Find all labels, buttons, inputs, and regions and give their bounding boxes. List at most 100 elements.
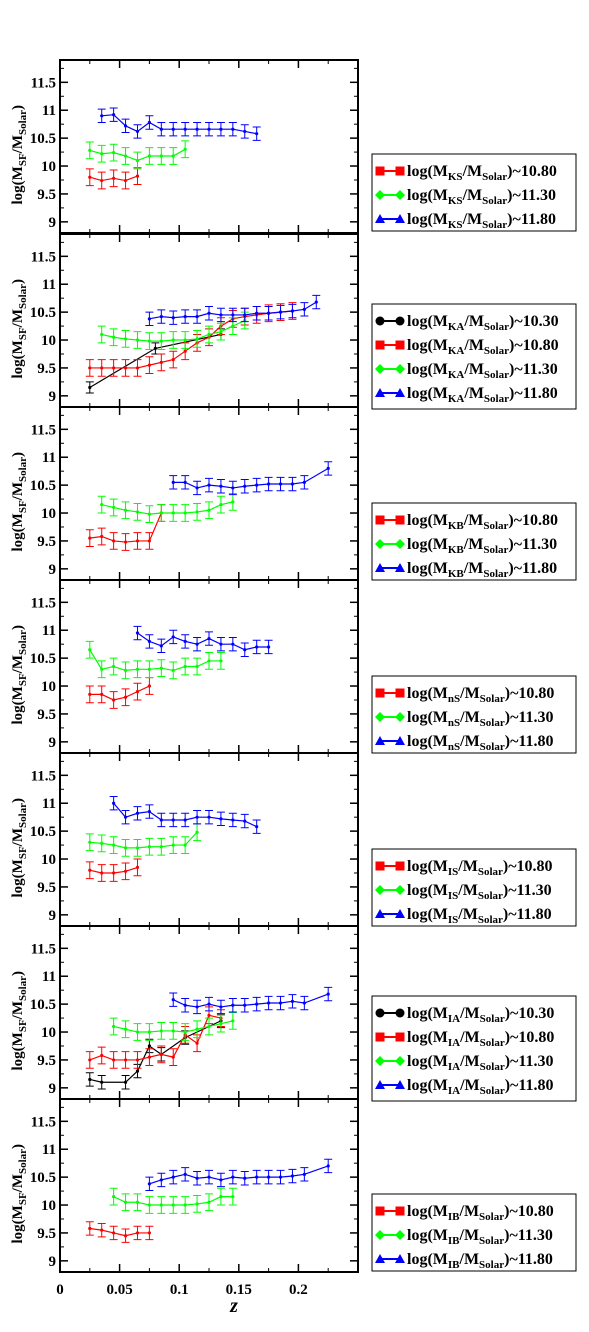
series-line [89, 310, 293, 369]
legend-marker [395, 316, 405, 326]
legend-marker [375, 861, 385, 871]
data-point [88, 692, 92, 697]
y-tick-label: 9.5 [37, 361, 56, 377]
y-tick-label: 10 [41, 506, 56, 522]
legend-marker [395, 1056, 405, 1066]
x-tick-label: 0.2 [289, 1282, 308, 1298]
data-point [278, 1001, 283, 1005]
data-point [302, 1001, 306, 1005]
data-point [135, 865, 140, 870]
y-tick-label: 11.5 [31, 768, 56, 784]
legend-entry: log(MKA/MSolar)~11.30 [407, 361, 558, 381]
y-axis-label: log(MSF/MSolar) [10, 105, 29, 205]
y-tick-label: 9 [49, 562, 57, 578]
data-point [100, 841, 104, 846]
data-point [123, 1058, 128, 1062]
series-10-80 [85, 1006, 225, 1069]
data-point [112, 843, 116, 847]
data-point [112, 113, 116, 117]
data-point [207, 311, 211, 315]
data-point [207, 1013, 211, 1017]
series-line [101, 501, 233, 515]
data-point [135, 811, 140, 815]
x-axis-label: z [229, 1295, 238, 1317]
legend-marker [395, 861, 405, 871]
y-tick-label: 11 [42, 1142, 56, 1158]
y-tick-label: 10 [41, 159, 56, 175]
data-point [314, 300, 318, 304]
legend-marker [395, 1206, 405, 1216]
data-point [267, 1175, 271, 1179]
data-point [147, 845, 151, 849]
series-11-30 [109, 1187, 237, 1214]
legend-entry: log(MIS/MSolar)~10.80 [407, 858, 553, 878]
data-point [195, 314, 199, 319]
data-point [88, 536, 92, 540]
legend-marker [395, 340, 405, 350]
legend-entry: log(MnS/MSolar)~11.80 [407, 733, 554, 753]
data-point [112, 539, 116, 543]
series-line [101, 114, 257, 135]
legend-ns: log(MnS/MSolar)~10.80 log(MnS/MSolar)~11.… [371, 675, 577, 754]
plot-frame [59, 59, 359, 234]
legend-marker [375, 388, 385, 397]
y-tick-label: 9.5 [37, 880, 56, 896]
y-tick-label: 9.5 [37, 187, 56, 203]
data-point [231, 127, 235, 131]
data-point [278, 1175, 283, 1179]
data-point [135, 1200, 140, 1204]
data-point [135, 846, 140, 850]
data-point [112, 176, 116, 180]
series-10-80 [85, 167, 142, 190]
data-point [100, 114, 104, 118]
legend-box [371, 675, 577, 754]
legend-marker [375, 563, 385, 572]
legend-marker [375, 1080, 385, 1089]
legend-marker [375, 316, 385, 326]
legend-entry: log(MIB/MSolar)~11.30 [407, 1227, 553, 1247]
data-point [147, 809, 151, 814]
series-11-80 [169, 461, 333, 496]
data-point [171, 818, 175, 822]
data-point [135, 1231, 140, 1235]
data-point [147, 512, 151, 516]
legend-marker [395, 364, 405, 374]
data-point [195, 127, 199, 131]
series-11-30 [85, 640, 225, 680]
legend-entry: log(MIS/MSolar)~11.30 [407, 882, 552, 902]
data-point [123, 668, 128, 673]
plot-frame [59, 752, 359, 927]
data-point [195, 337, 199, 341]
data-point [195, 664, 199, 669]
series-10-80 [85, 1221, 154, 1243]
data-point [243, 648, 247, 652]
legend-marker [395, 539, 405, 549]
legend-marker [395, 1080, 405, 1089]
data-point [88, 366, 92, 370]
data-point [88, 840, 92, 844]
data-point [171, 316, 175, 320]
data-point [123, 1234, 128, 1238]
data-point [195, 815, 199, 819]
legend-marker [375, 1254, 385, 1263]
data-point [207, 483, 211, 487]
data-point [100, 1228, 104, 1232]
data-point [135, 690, 140, 694]
data-point [195, 1027, 199, 1031]
data-point [195, 510, 199, 514]
data-point [123, 1200, 128, 1204]
data-point [135, 1069, 140, 1073]
data-point [255, 645, 259, 649]
data-point [159, 360, 163, 364]
series-11-80 [109, 796, 261, 834]
data-point [112, 1231, 116, 1235]
data-point [112, 801, 116, 805]
data-point [112, 151, 116, 155]
legend-entry: log(MKS/MSolar)~11.80 [407, 211, 556, 231]
data-point [112, 1195, 116, 1199]
data-point [100, 178, 104, 183]
legend-marker [395, 688, 405, 698]
data-point [207, 508, 211, 512]
